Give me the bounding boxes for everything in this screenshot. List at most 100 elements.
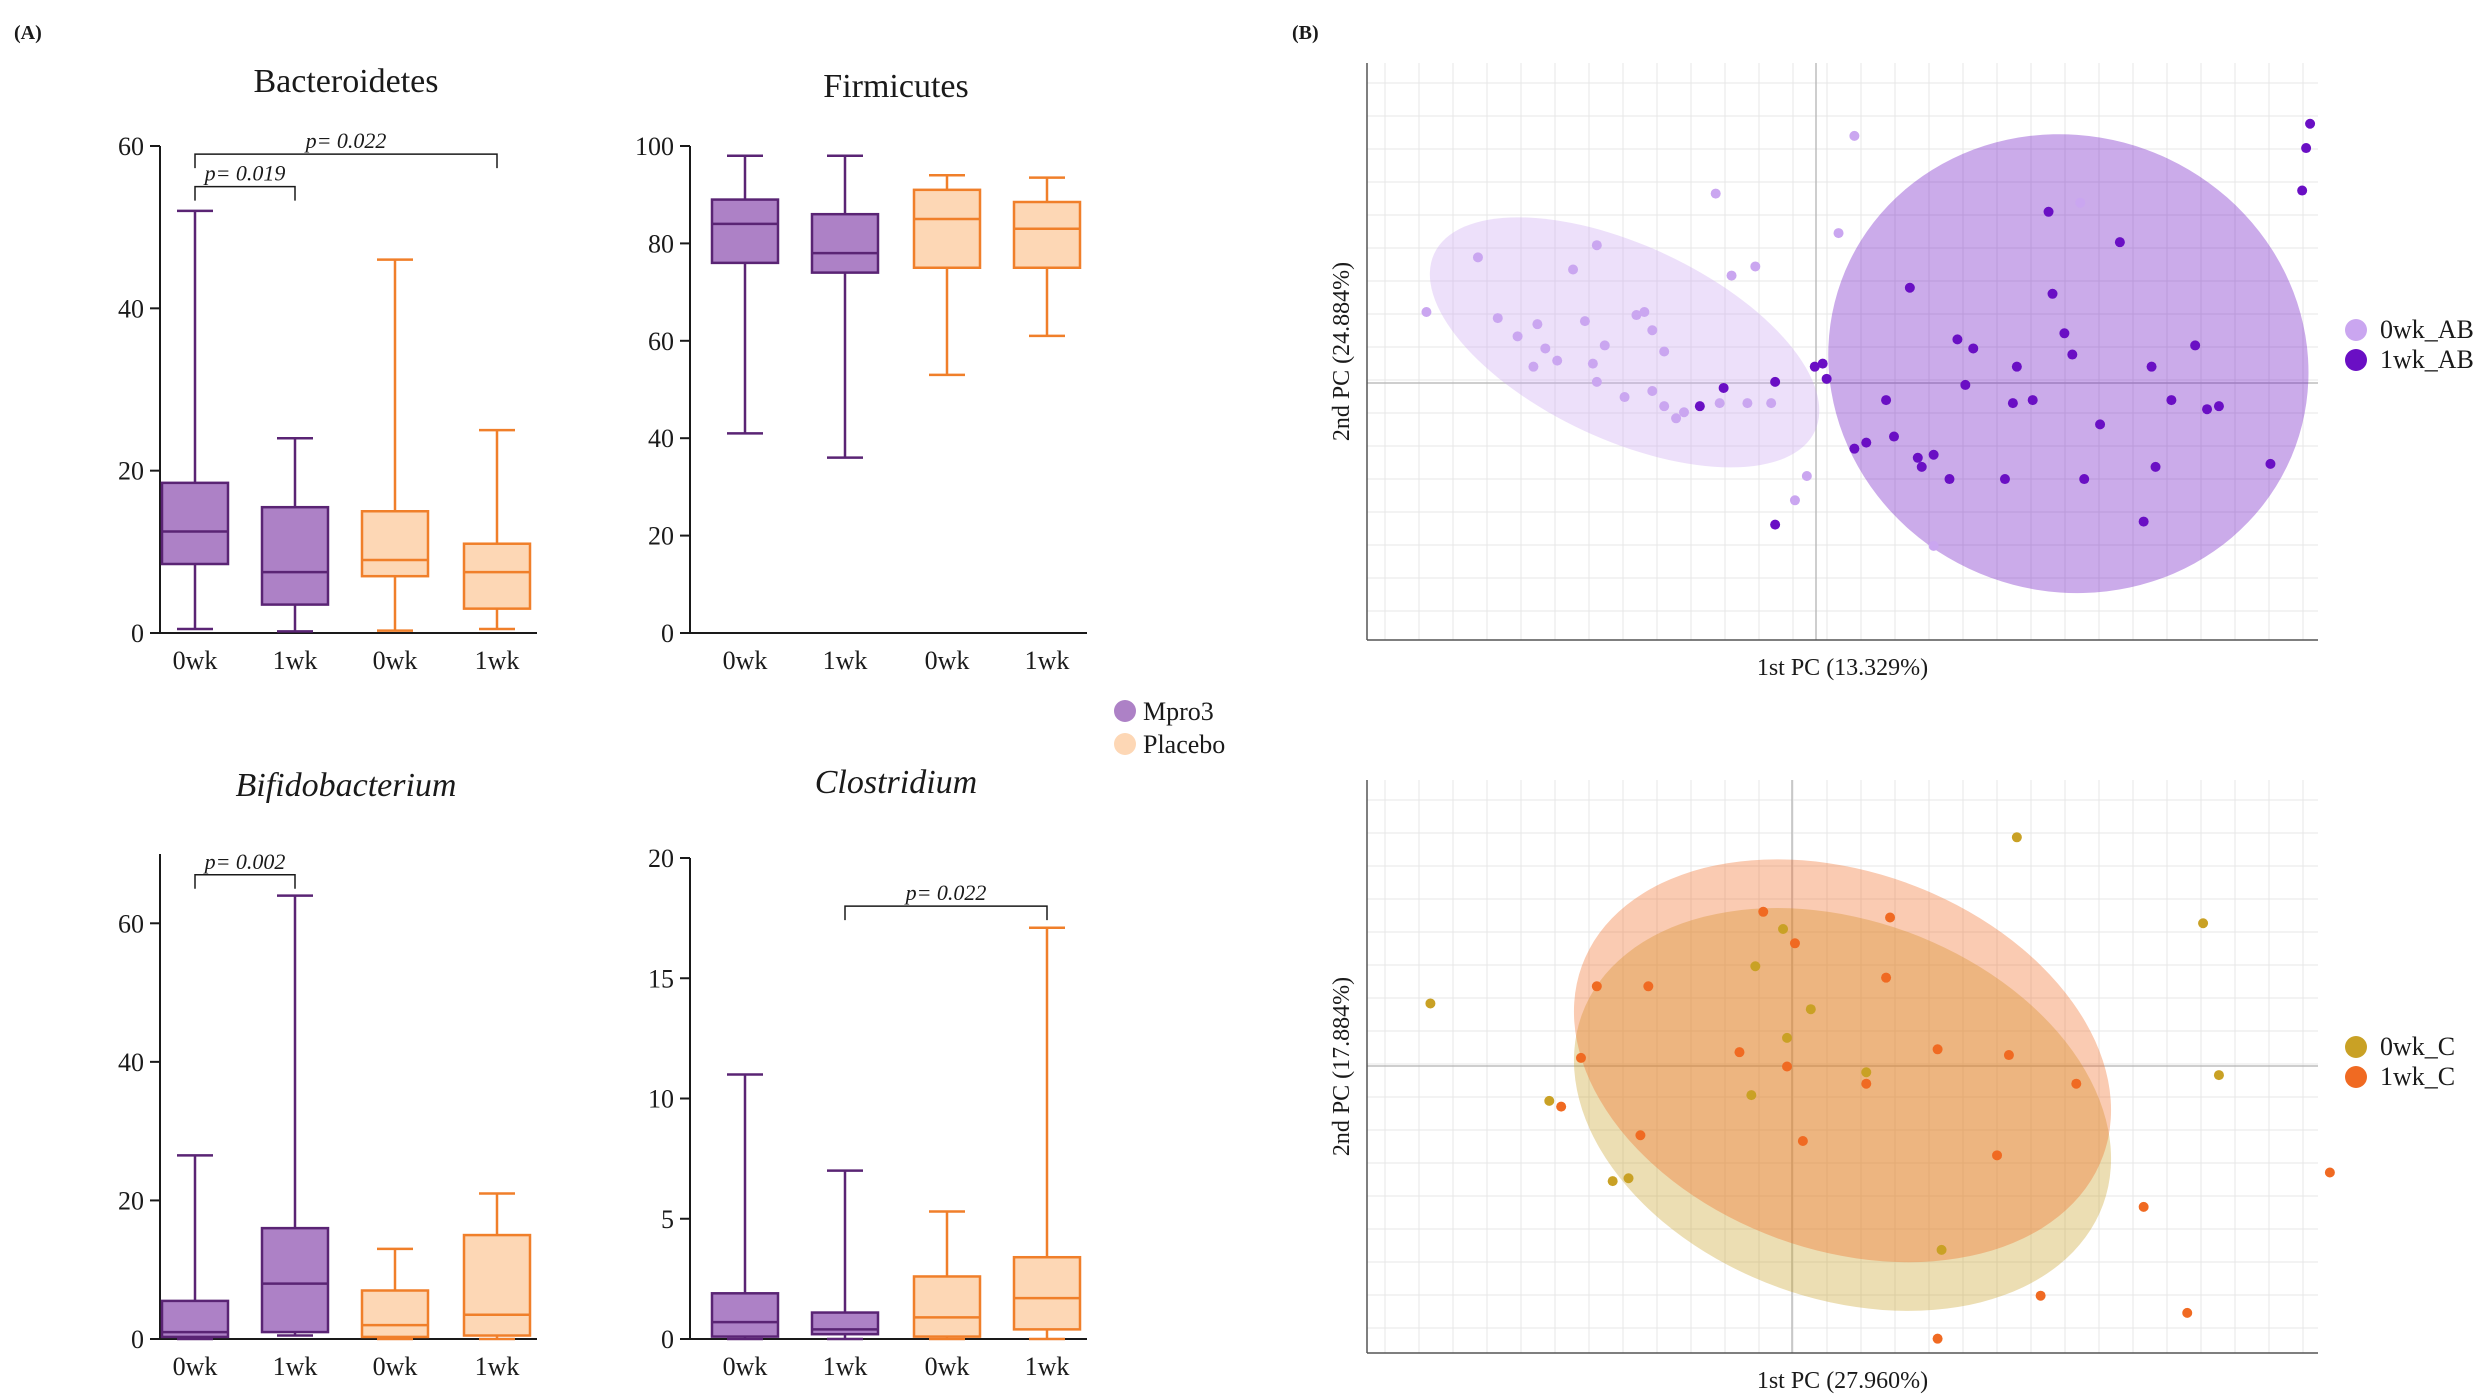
data-point (1679, 407, 1689, 418)
data-point (1568, 264, 1579, 275)
data-point (1635, 1130, 1646, 1141)
data-point (1861, 1067, 1872, 1078)
box-iqr (360, 1289, 430, 1339)
y-tick-label: 0 (131, 619, 144, 648)
data-point (2011, 832, 2022, 843)
pca-y-label: 2nd PC (24.884%) (1329, 262, 1355, 441)
data-point (1623, 1173, 1634, 1184)
data-point (1512, 331, 1523, 342)
data-point (1881, 972, 1892, 983)
data-point (1647, 385, 1658, 396)
data-point (1805, 1004, 1816, 1015)
x-tick-label: 0wk (723, 1352, 768, 1381)
data-point (1766, 398, 1777, 409)
x-tick-label: 1wk (475, 646, 520, 675)
y-tick-label: 60 (648, 327, 674, 356)
data-point (1591, 376, 1602, 387)
pca-legend-label: 0wk_C (2380, 1032, 2455, 1061)
data-point (1746, 1090, 1757, 1101)
significance-bracket (194, 185, 296, 201)
box-iqr (810, 1311, 880, 1336)
y-tick-label: 60 (118, 909, 144, 938)
data-point (1639, 307, 1650, 318)
data-point (1718, 382, 1729, 393)
x-tick-label: 0wk (173, 1352, 218, 1381)
chart-title: Clostridium (815, 764, 977, 801)
confidence-ellipse (1828, 134, 2309, 594)
data-point (2305, 118, 2316, 129)
box-iqr (710, 1292, 780, 1338)
data-point (1694, 401, 1705, 412)
data-point (1472, 252, 1483, 263)
data-point (1532, 319, 1543, 330)
pca-x-label: 1st PC (27.960%) (1757, 1368, 1928, 1394)
data-point (2043, 206, 2054, 217)
x-tick-label: 1wk (273, 1352, 318, 1381)
data-point (1607, 1176, 1618, 1187)
data-point (2071, 1078, 2082, 1089)
x-tick-label: 1wk (475, 1352, 520, 1381)
significance-label: p= 0.022 (304, 128, 387, 153)
data-point (1809, 361, 1820, 372)
data-point (1671, 413, 1682, 424)
data-point (1960, 379, 1971, 390)
data-point (1591, 981, 1602, 992)
data-point (2067, 349, 2078, 360)
data-point (1710, 188, 1721, 199)
pca-legend-label: 1wk_C (2380, 1062, 2455, 1091)
data-point (2297, 185, 2308, 196)
data-point (1647, 325, 1658, 336)
data-point (1750, 961, 1761, 972)
box-iqr (710, 198, 780, 265)
y-tick-label: 15 (648, 964, 674, 993)
box-iqr (260, 505, 330, 606)
data-point (1726, 270, 1737, 281)
data-point (2198, 918, 2209, 929)
data-point (1544, 1095, 1555, 1106)
data-point (2190, 340, 2201, 351)
y-tick-label: 60 (118, 132, 144, 161)
data-point (1999, 474, 2010, 485)
data-point (1968, 343, 1979, 354)
pca-y-label: 2nd PC (17.884%) (1329, 977, 1355, 1156)
y-tick-label: 100 (635, 132, 674, 161)
data-point (1944, 474, 1955, 485)
y-tick-label: 0 (661, 619, 674, 648)
data-point (1714, 398, 1725, 409)
panel-b-label: (B) (1292, 22, 1319, 44)
data-point (1932, 1333, 1943, 1344)
data-point (1758, 906, 1769, 917)
data-point (2138, 1201, 2149, 1212)
chart-title: Bifidobacterium (236, 767, 457, 804)
data-point (1778, 923, 1789, 934)
pca-legend-marker (2345, 319, 2367, 341)
data-point (1742, 398, 1753, 409)
data-point (2265, 458, 2276, 469)
data-point (1770, 376, 1781, 387)
data-point (1928, 540, 1939, 551)
data-point (1599, 340, 1610, 351)
data-point (2047, 288, 2058, 299)
data-point (1789, 495, 1800, 506)
data-point (1817, 358, 1828, 369)
y-tick-label: 10 (648, 1085, 674, 1114)
data-point (2114, 237, 2125, 248)
data-point (1750, 261, 1761, 272)
significance-label: p= 0.022 (904, 880, 987, 905)
box-iqr (1012, 200, 1082, 270)
significance-label: p= 0.002 (203, 849, 286, 874)
y-tick-label: 5 (661, 1205, 674, 1234)
data-point (1821, 373, 1832, 384)
data-point (1659, 346, 1670, 357)
y-tick-label: 40 (118, 294, 144, 323)
data-point (2035, 1290, 2046, 1301)
y-tick-label: 40 (648, 424, 674, 453)
data-point (1643, 981, 1654, 992)
data-point (1861, 1078, 1872, 1089)
legend-placebo-label: Placebo (1143, 730, 1225, 759)
box-iqr (360, 510, 430, 578)
data-point (1789, 938, 1800, 949)
y-tick-label: 20 (648, 844, 674, 873)
chart-title: Bacteroidetes (253, 63, 438, 100)
